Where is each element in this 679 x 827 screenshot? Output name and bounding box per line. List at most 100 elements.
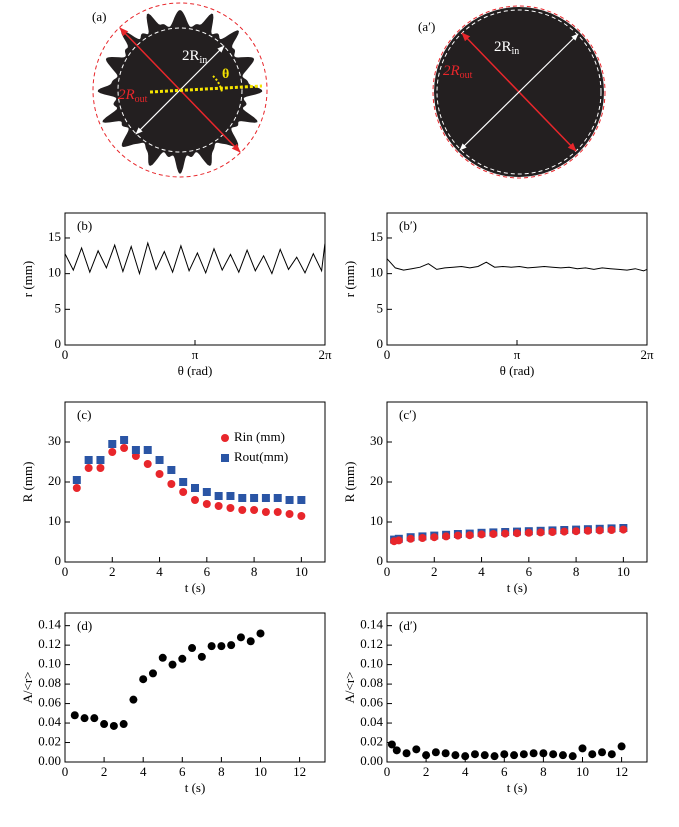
panel-label: (b′) — [399, 218, 417, 233]
point — [84, 464, 93, 472]
y-tick-label: 0.10 — [38, 656, 61, 671]
label-sub: in — [512, 46, 520, 57]
y-tick-label: 0.12 — [38, 636, 61, 651]
panel-label: (b) — [77, 218, 92, 233]
panel-label: (a) — [92, 9, 106, 24]
y-tick-label: 10 — [370, 513, 383, 528]
point — [568, 752, 577, 761]
point — [412, 745, 421, 754]
x-tick-label: 4 — [156, 564, 163, 579]
point — [250, 506, 259, 514]
x-axis-label: t (s) — [185, 780, 206, 795]
point — [155, 470, 164, 478]
point — [179, 488, 188, 496]
x-tick-label: 8 — [251, 564, 258, 579]
point — [108, 440, 117, 448]
point — [501, 529, 510, 538]
y-tick-label: 5 — [377, 300, 384, 315]
line — [64, 241, 326, 276]
point — [548, 528, 557, 536]
point — [510, 751, 519, 760]
point — [539, 749, 548, 758]
point — [129, 695, 138, 704]
plot-frame — [386, 612, 648, 763]
y-axis-label: R (mm) — [20, 462, 35, 503]
x-tick-label: 0 — [62, 564, 69, 579]
point — [595, 526, 604, 535]
label-main: 2R — [443, 63, 460, 79]
point — [191, 496, 199, 504]
point — [431, 748, 440, 757]
x-tick-label: 4 — [478, 564, 485, 579]
x-tick-label: 2 — [423, 764, 430, 779]
x-tick-label: π — [514, 347, 521, 362]
y-tick-label: 0.06 — [38, 695, 61, 710]
point — [441, 749, 450, 758]
inner-circle — [436, 9, 602, 175]
point — [273, 508, 282, 516]
point — [477, 530, 486, 539]
angle-arc — [212, 75, 223, 93]
point — [442, 532, 451, 541]
y-tick-label: 20 — [370, 473, 383, 488]
point — [167, 466, 176, 474]
y-tick-label: 15 — [370, 229, 383, 244]
point — [226, 492, 235, 500]
y-tick-label: 0.04 — [38, 714, 61, 729]
point — [572, 527, 581, 536]
y-axis-label: r (mm) — [342, 261, 357, 297]
y-tick-label: 30 — [370, 433, 383, 448]
point — [202, 500, 211, 508]
x-axis-label: θ (rad) — [178, 363, 213, 378]
y-tick-label: 0.06 — [360, 695, 383, 710]
x-axis-label: t (s) — [185, 580, 206, 595]
point — [394, 536, 403, 545]
legend-marker — [221, 454, 229, 462]
y-tick-label: 5 — [55, 300, 62, 315]
point — [273, 494, 282, 502]
plot-frame — [64, 212, 326, 346]
y-tick-label: 30 — [48, 433, 61, 448]
point — [143, 446, 152, 454]
point — [217, 642, 226, 651]
point — [70, 711, 79, 720]
point — [108, 448, 117, 456]
y-tick-label: 0.10 — [360, 656, 383, 671]
x-tick-label: 4 — [462, 764, 469, 779]
label-sub: in — [200, 55, 208, 66]
point — [489, 530, 498, 538]
x-tick-label: 10 — [254, 764, 267, 779]
x-axis-label: θ (rad) — [500, 363, 535, 378]
y-tick-label: 20 — [48, 473, 61, 488]
point — [80, 714, 89, 723]
point — [285, 496, 294, 504]
x-tick-label: π — [192, 347, 199, 362]
point — [148, 669, 157, 678]
y-tick-label: 0.14 — [360, 617, 383, 632]
point — [178, 654, 187, 663]
x-tick-label: 6 — [179, 764, 186, 779]
panel-label: (d′) — [399, 618, 417, 633]
point — [214, 502, 223, 510]
plot-frame — [386, 212, 648, 346]
point — [168, 660, 177, 669]
x-tick-label: 12 — [293, 764, 306, 779]
x-tick-label: 6 — [526, 564, 533, 579]
point — [238, 494, 247, 502]
y-tick-label: 0 — [55, 336, 62, 351]
label-main: 2R — [182, 48, 200, 64]
plot-frame — [64, 401, 326, 563]
point — [549, 750, 558, 759]
chart-panel: 0 2 4 6 8 10 12 0.00 0.02 0.04 0.06 0.08 0.10 0.12 0.1… — [20, 612, 326, 795]
point — [588, 750, 597, 759]
x-tick-label: 10 — [617, 564, 630, 579]
point — [619, 525, 628, 534]
y-tick-label: 10 — [370, 265, 383, 280]
point — [406, 534, 415, 543]
point — [607, 526, 616, 534]
point — [109, 721, 118, 730]
inner-label: 2Rin — [182, 48, 207, 66]
y-tick-label: 0.08 — [360, 675, 383, 690]
panel-label: (c′) — [399, 407, 416, 422]
point — [238, 506, 247, 514]
